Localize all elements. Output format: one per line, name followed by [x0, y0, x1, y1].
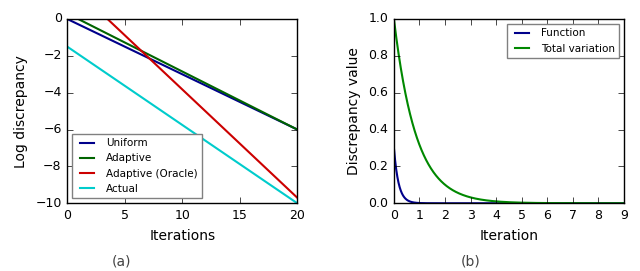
Total variation: [570, 202, 577, 205]
Function: [620, 202, 628, 205]
Function: [573, 202, 581, 205]
Y-axis label: Log discrepancy: Log discrepancy: [14, 55, 28, 167]
Function: [570, 202, 577, 205]
Total variation: [492, 200, 499, 203]
Function: [483, 202, 491, 205]
Function: [492, 202, 499, 205]
Total variation: [620, 202, 628, 205]
Y-axis label: Discrepancy value: Discrepancy value: [348, 47, 362, 175]
Total variation: [390, 17, 397, 21]
X-axis label: Iterations: Iterations: [149, 229, 215, 243]
Line: Function: Function: [394, 148, 624, 203]
Line: Total variation: Total variation: [394, 19, 624, 203]
Function: [413, 201, 421, 205]
Legend: Function, Total variation: Function, Total variation: [508, 24, 619, 58]
Total variation: [548, 201, 556, 205]
Legend: Uniform, Adaptive, Adaptive (Oracle), Actual: Uniform, Adaptive, Adaptive (Oracle), Ac…: [72, 134, 202, 198]
Function: [548, 202, 556, 205]
Function: [390, 146, 397, 150]
Total variation: [483, 199, 491, 202]
Text: (b): (b): [461, 254, 480, 269]
Total variation: [573, 202, 581, 205]
X-axis label: Iteration: Iteration: [479, 229, 538, 243]
Total variation: [413, 138, 421, 141]
Text: (a): (a): [112, 254, 131, 269]
